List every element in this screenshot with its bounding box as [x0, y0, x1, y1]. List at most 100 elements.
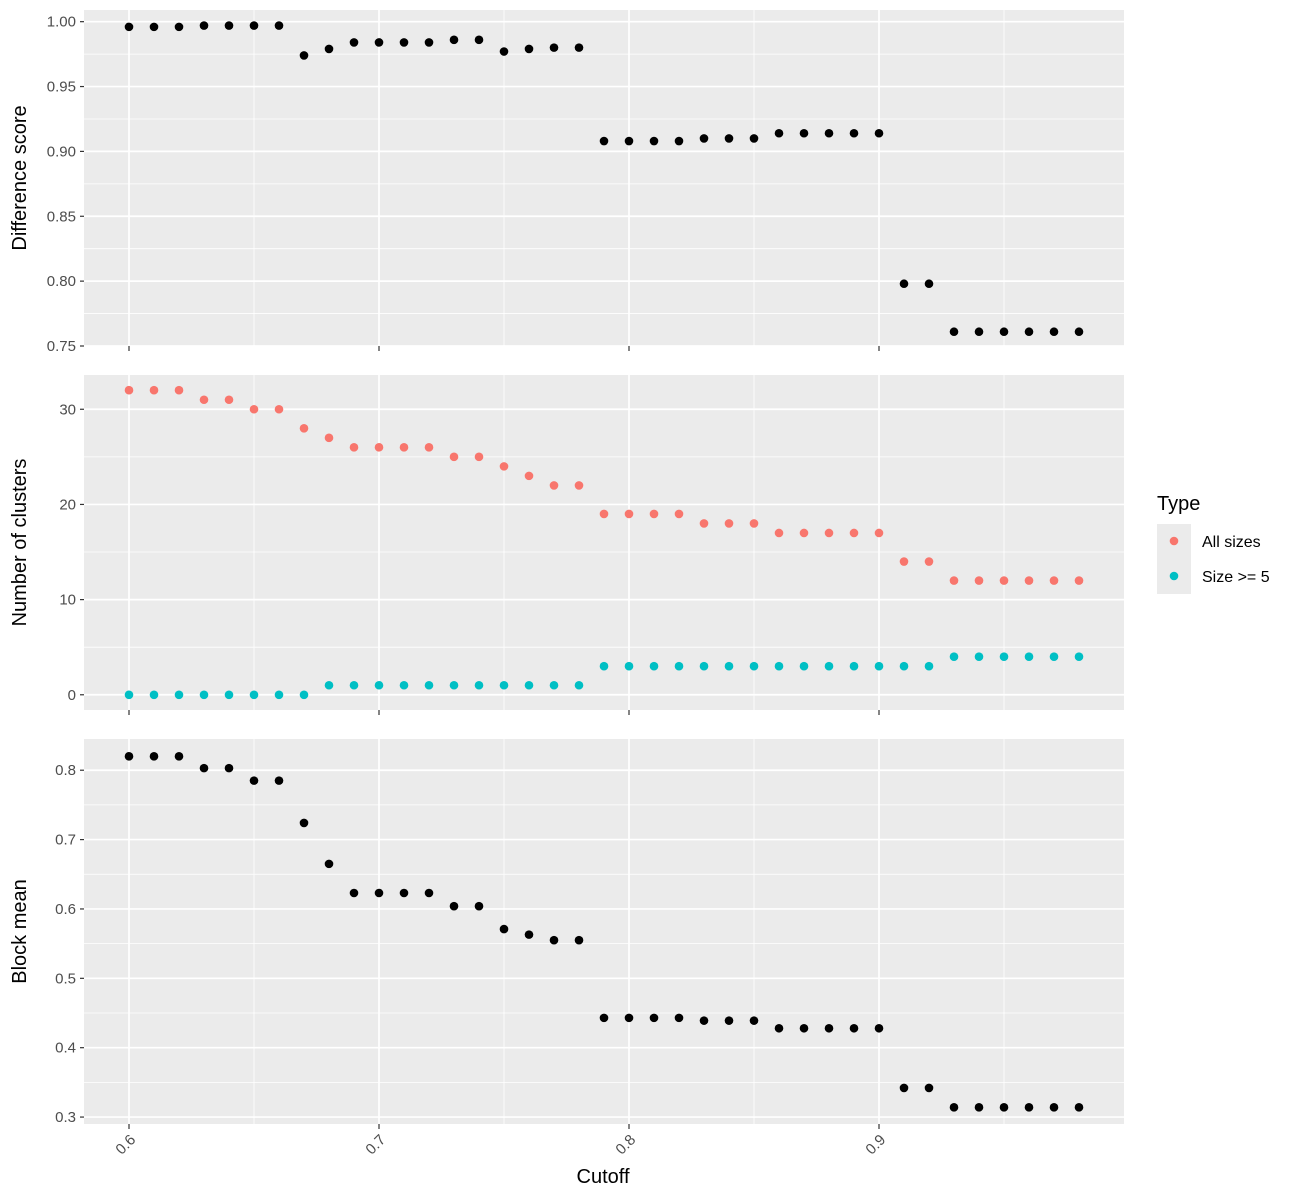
data-point [499, 680, 509, 690]
y-tick-label: 0.90 [47, 143, 76, 160]
y-tick-label: 1.00 [47, 14, 76, 31]
data-point [799, 528, 809, 538]
legend-key-size-ge-5 [1169, 571, 1179, 581]
data-point [524, 44, 534, 54]
data-point [399, 680, 409, 690]
data-point [349, 888, 359, 898]
data-point [874, 661, 884, 671]
data-point [449, 35, 459, 45]
data-point [399, 443, 409, 452]
data-point [724, 519, 734, 528]
data-point [199, 690, 209, 700]
data-point [149, 752, 159, 761]
y-tick-label: 0.85 [47, 208, 76, 225]
data-point [624, 661, 634, 671]
x-axis-title: Cutoff [577, 1166, 630, 1188]
legend-label: Size >= 5 [1202, 569, 1270, 586]
y-tick-label: 0.6 [55, 901, 76, 918]
data-point [749, 519, 759, 528]
data-point [924, 279, 934, 289]
data-point [1049, 576, 1059, 585]
y-tick-label: 30 [59, 401, 76, 418]
data-point [424, 443, 434, 452]
data-point [999, 576, 1009, 585]
data-point [824, 661, 834, 671]
data-point [1024, 1103, 1034, 1112]
data-point [149, 690, 159, 700]
y-tick-label: 0.95 [47, 79, 76, 96]
data-point [424, 38, 434, 47]
series-difference-0 [124, 21, 1084, 337]
y-tick-label: 0.8 [55, 762, 76, 779]
data-point [974, 652, 984, 662]
data-point [474, 452, 484, 462]
y-tick-label: 20 [59, 496, 76, 513]
legend-key-background [1157, 524, 1191, 594]
data-point [124, 690, 134, 700]
data-point [324, 433, 334, 443]
data-point [349, 443, 359, 452]
x-tick-label: 0.6 [112, 1131, 139, 1158]
data-point [124, 22, 134, 32]
data-point [174, 385, 184, 395]
panel-difference: 0.75 0.80 0.85 0.90 0.95 1.00 Difference score [9, 10, 1124, 355]
data-point [274, 21, 284, 30]
data-point [724, 1016, 734, 1025]
data-point [374, 888, 384, 898]
data-point [149, 22, 159, 32]
data-point [574, 43, 584, 52]
data-point [999, 327, 1009, 337]
data-point [674, 136, 684, 146]
data-point [824, 1023, 834, 1033]
data-point [1074, 327, 1084, 337]
data-point [749, 134, 759, 143]
data-point [774, 528, 784, 538]
data-point [374, 680, 384, 690]
data-point [324, 44, 334, 54]
data-point [699, 1016, 709, 1025]
data-point [849, 128, 859, 138]
data-point [199, 763, 209, 773]
data-point [374, 38, 384, 47]
data-point [999, 652, 1009, 662]
legend: Type All sizes Size >= 5 [1157, 493, 1270, 594]
data-point [549, 680, 559, 690]
data-point [149, 385, 159, 395]
series-block-mean-0 [124, 752, 1084, 1112]
data-point [699, 661, 709, 671]
x-tick-label: 0.8 [612, 1131, 639, 1158]
y-tick-label: 0.3 [55, 1109, 76, 1126]
data-point [899, 661, 909, 671]
data-point [424, 888, 434, 898]
y-tick-label: 0.5 [55, 970, 76, 987]
legend-key-all-sizes [1169, 536, 1179, 546]
data-point [599, 1013, 609, 1023]
y-tick-label: 0 [68, 687, 76, 704]
data-point [1024, 576, 1034, 585]
data-point [1074, 576, 1084, 585]
data-point [299, 423, 309, 433]
data-point [974, 327, 984, 337]
data-point [824, 528, 834, 538]
data-point [524, 930, 534, 939]
y-tick-label: 0.4 [55, 1040, 76, 1057]
y-axis-title: Number of clusters [9, 459, 31, 627]
data-point [874, 1023, 884, 1033]
data-point [999, 1103, 1009, 1112]
data-point [249, 776, 259, 785]
data-point [674, 509, 684, 519]
data-point [649, 136, 659, 146]
legend-label: All sizes [1202, 534, 1261, 551]
data-point [749, 1016, 759, 1025]
data-point [699, 519, 709, 528]
data-point [349, 680, 359, 690]
data-point [249, 404, 259, 414]
data-point [424, 680, 434, 690]
data-point [174, 752, 184, 761]
data-point [799, 128, 809, 138]
panel-clusters: 0 10 20 30 Number of clusters [9, 375, 1124, 715]
data-point [649, 1013, 659, 1023]
data-point [474, 901, 484, 911]
x-tick-label: 0.9 [862, 1131, 889, 1158]
panel-background [84, 375, 1124, 710]
